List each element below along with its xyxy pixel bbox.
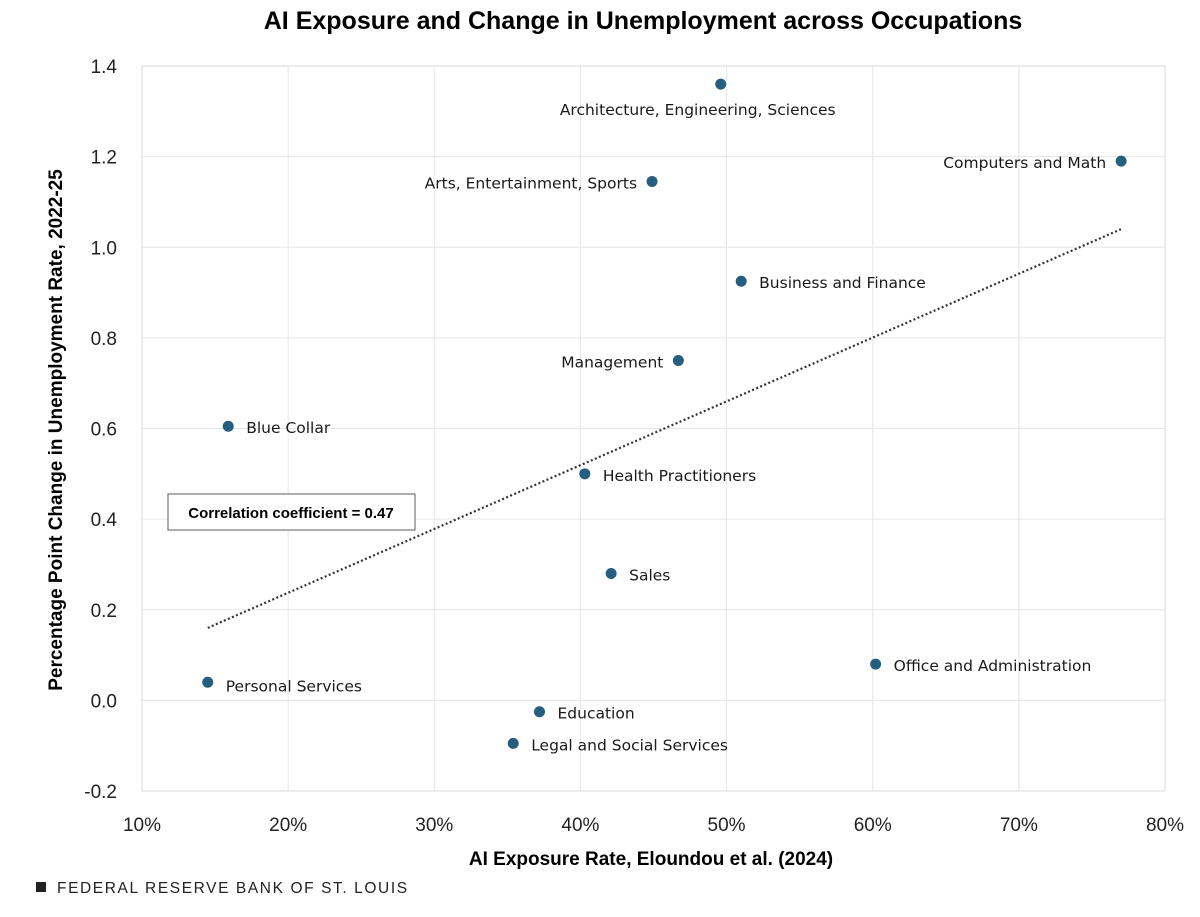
x-tick-labels: 10% 20% 30% 40% 50% 60% 70% 80% xyxy=(123,815,1184,836)
y-tick-label: 0.4 xyxy=(91,510,118,531)
point-label: Education xyxy=(558,705,635,723)
footer-source: FEDERAL RESERVE BANK OF ST. LOUIS xyxy=(36,880,409,897)
x-tick-label: 70% xyxy=(1000,815,1038,836)
correlation-text: Correlation coefficient = 0.47 xyxy=(188,505,393,522)
x-tick-label: 80% xyxy=(1146,815,1184,836)
y-tick-label: 0.2 xyxy=(91,601,117,622)
data-point xyxy=(715,78,727,90)
data-point xyxy=(870,658,882,670)
trendline-layer xyxy=(207,228,1122,629)
plot-area-border xyxy=(141,65,1166,792)
footer-source-text: FEDERAL RESERVE BANK OF ST. LOUIS xyxy=(57,880,409,897)
y-tick-label: 1.2 xyxy=(91,148,117,169)
x-tick-label: 60% xyxy=(854,815,892,836)
data-point xyxy=(534,706,546,718)
correlation-box xyxy=(167,493,416,531)
point-label: Health Practitioners xyxy=(603,467,756,485)
point-labels: Architecture, Engineering, Sciences Compu… xyxy=(226,101,1106,754)
data-point xyxy=(605,568,617,579)
data-point xyxy=(507,737,519,749)
x-tick-label: 10% xyxy=(123,815,161,836)
point-label: Office and Administration xyxy=(894,657,1092,675)
data-point xyxy=(202,676,214,688)
y-axis-title: Percentage Point Change in Unemployment … xyxy=(46,169,67,691)
point-label: Architecture, Engineering, Sciences xyxy=(560,101,836,119)
footer-square-icon xyxy=(36,882,46,892)
point-label: Legal and Social Services xyxy=(531,736,728,754)
data-point xyxy=(1115,155,1127,167)
point-label: Blue Collar xyxy=(246,419,331,437)
y-tick-label: 0.0 xyxy=(91,691,117,712)
point-label: Business and Finance xyxy=(759,274,926,292)
correlation-annotation: Correlation coefficient = 0.47 xyxy=(167,493,416,531)
y-tick-label: 0.8 xyxy=(91,329,117,350)
y-tick-label: 0.6 xyxy=(91,420,117,441)
y-tick-labels: -0.2 0.0 0.2 0.4 0.6 0.8 1.0 1.2 1.4 xyxy=(84,57,117,803)
x-axis-title: AI Exposure Rate, Eloundou et al. (2024) xyxy=(469,849,833,870)
data-point xyxy=(646,176,658,188)
data-point xyxy=(672,355,684,367)
data-points xyxy=(202,78,1127,749)
data-point xyxy=(735,275,747,287)
data-point xyxy=(579,468,591,480)
y-tick-label: -0.2 xyxy=(84,782,117,803)
x-tick-label: 30% xyxy=(415,815,453,836)
x-tick-label: 20% xyxy=(269,815,307,836)
chart-title: AI Exposure and Change in Unemployment a… xyxy=(264,7,1023,35)
y-tick-label: 1.4 xyxy=(91,57,118,78)
point-label: Sales xyxy=(629,567,670,585)
point-label: Computers and Math xyxy=(943,154,1106,172)
y-tick-label: 1.0 xyxy=(91,238,117,259)
x-tick-label: 50% xyxy=(708,815,746,836)
trendline xyxy=(207,228,1122,629)
data-point xyxy=(222,420,234,432)
point-label: Management xyxy=(561,354,663,372)
point-label: Arts, Entertainment, Sports xyxy=(425,175,637,193)
x-tick-label: 40% xyxy=(561,815,599,836)
point-label: Personal Services xyxy=(226,677,362,695)
